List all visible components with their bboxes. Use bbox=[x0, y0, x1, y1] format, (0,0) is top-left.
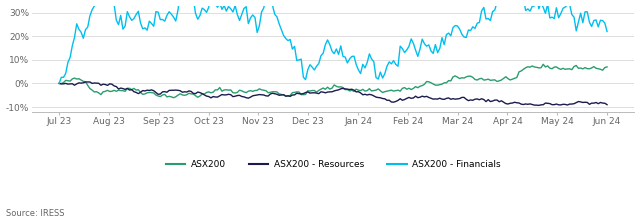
Legend: ASX200, ASX200 - Resources, ASX200 - Financials: ASX200, ASX200 - Resources, ASX200 - Fin… bbox=[162, 157, 504, 173]
Text: Source: IRESS: Source: IRESS bbox=[6, 209, 65, 218]
